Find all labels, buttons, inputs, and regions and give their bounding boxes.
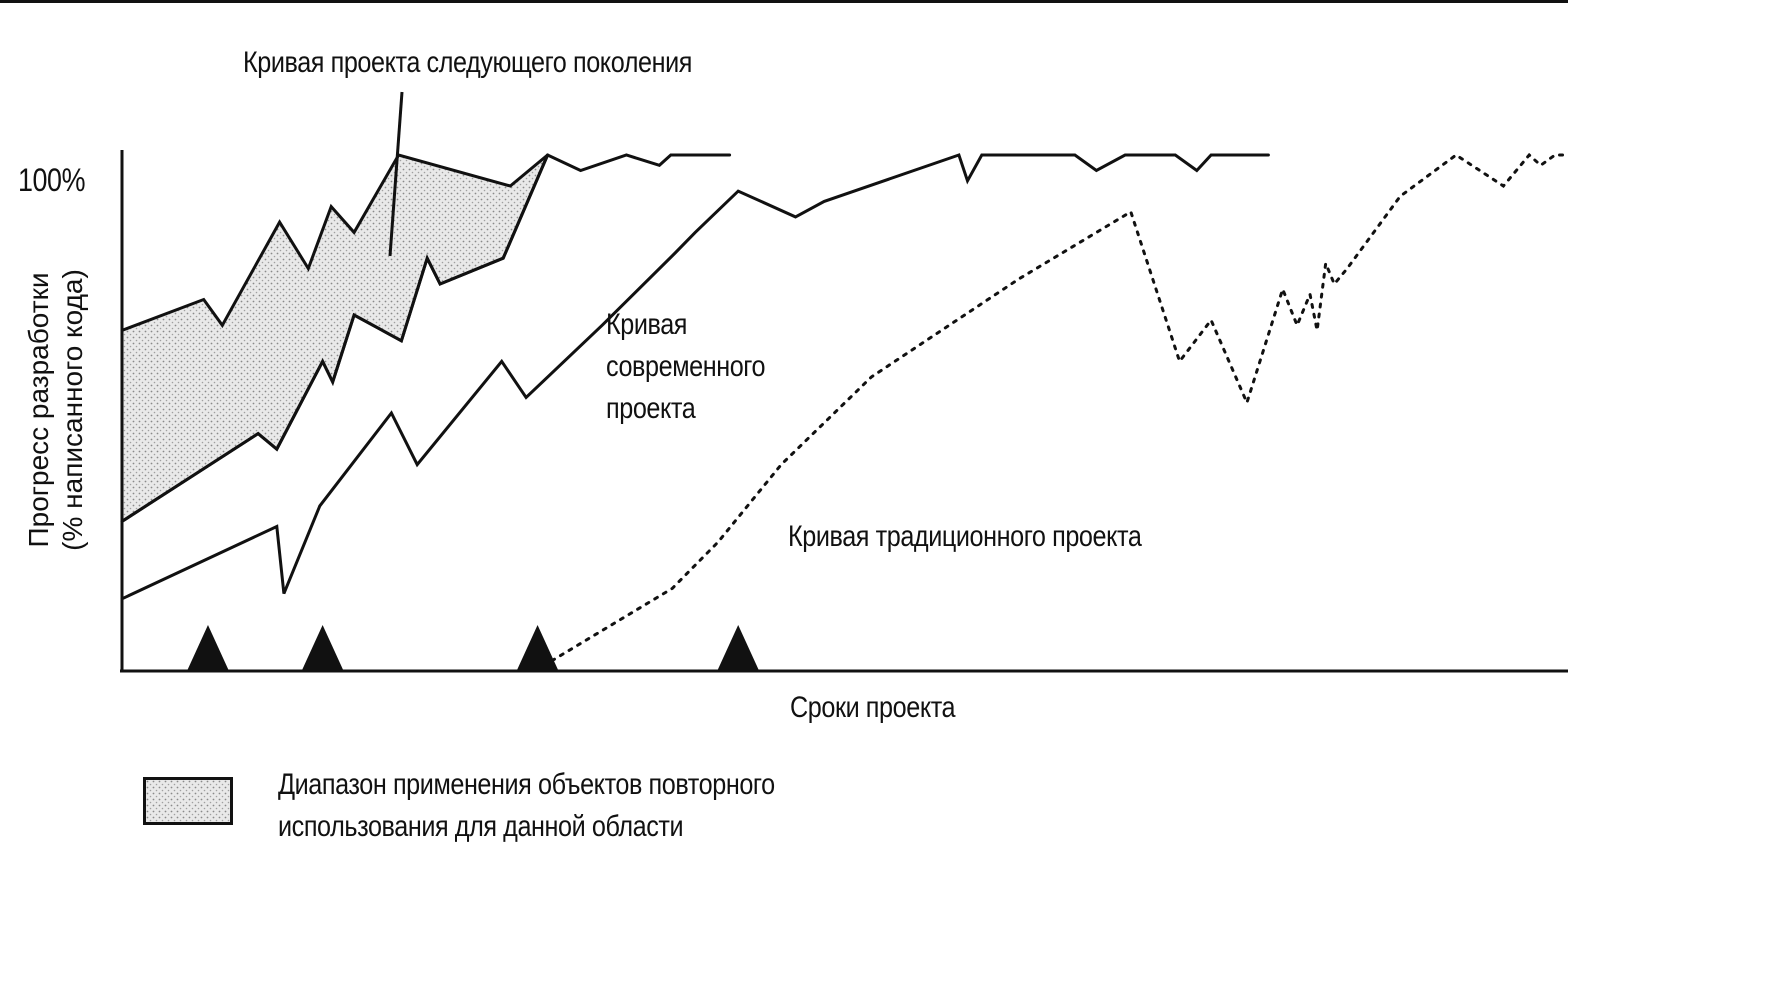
- series-2-points: [550, 152, 1568, 663]
- milestone-triangle-3: [717, 625, 760, 671]
- x-axis-label: Сроки проекта: [790, 691, 956, 724]
- modern-label-line-2: современного: [606, 350, 766, 383]
- series-1-upper: [120, 153, 1270, 601]
- y-axis-label: Прогресс разработки (% написанного кода): [22, 250, 90, 570]
- modern-label-line-1: Кривая: [606, 308, 688, 341]
- chart-title: Кривая проекта следующего поколения: [243, 46, 692, 79]
- y-axis-label-line-1: Прогресс разработки: [23, 272, 54, 548]
- y-axis-label-line-2: (% написанного кода): [57, 269, 88, 551]
- legend-label-line-1: Диапазон применения объектов повторного: [278, 768, 775, 801]
- title-pointer: [388, 91, 404, 257]
- legend-swatch: [143, 777, 233, 825]
- reuse-area-group: [122, 155, 548, 522]
- series-1-lower: [120, 153, 550, 523]
- modern-label-line-3: проекта: [606, 392, 696, 425]
- legend-label-line-2: использования для данной области: [278, 810, 684, 843]
- traditional-curve-label: Кривая традиционного проекта: [788, 520, 1142, 553]
- curves-group: [120, 152, 1568, 663]
- axes-group: [120, 91, 1568, 673]
- milestone-triangle-2: [516, 625, 559, 671]
- legend-swatch-fill: [146, 780, 230, 822]
- legend-label: Диапазон применения объектов повторного …: [278, 764, 775, 848]
- reuse-area: [122, 155, 548, 522]
- chart-canvas: [120, 91, 1568, 673]
- milestone-triangle-0: [186, 625, 229, 671]
- y-tick-100: 100%: [18, 162, 86, 198]
- top-rule: [0, 0, 1568, 3]
- modern-curve-label: Кривая современного проекта: [606, 304, 808, 430]
- milestones-group: [186, 625, 760, 671]
- milestone-triangle-1: [301, 625, 344, 671]
